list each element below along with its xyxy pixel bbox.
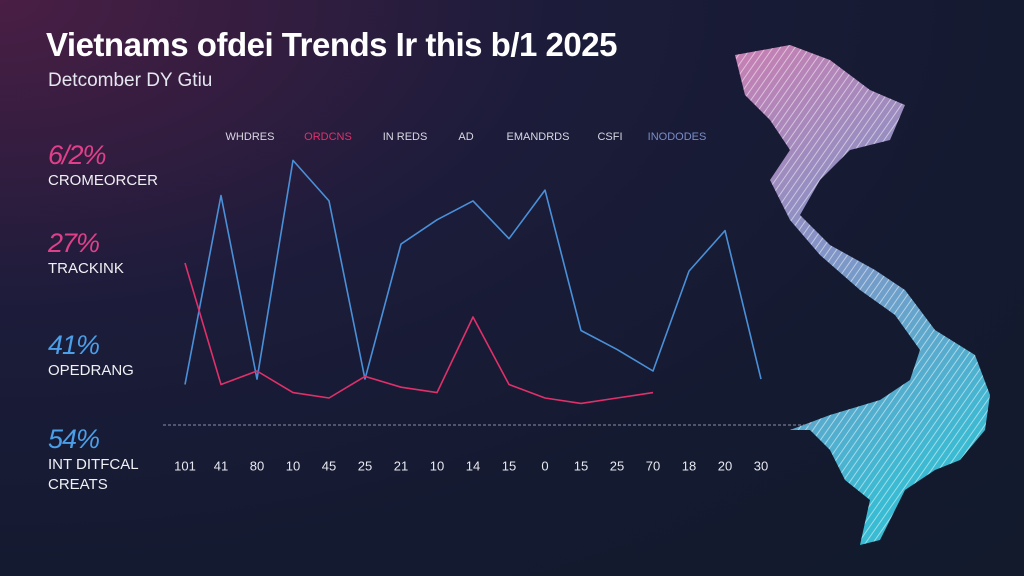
x-tick-label: 70 xyxy=(646,458,660,473)
stat-label: TRACKINK xyxy=(48,260,124,277)
x-tick-label: 15 xyxy=(574,458,588,473)
series-line xyxy=(184,159,762,385)
x-tick-label: 18 xyxy=(682,458,696,473)
x-tick-label: 25 xyxy=(358,458,372,473)
x-tick-label: 21 xyxy=(394,458,408,473)
x-tick-label: 80 xyxy=(250,458,264,473)
legend-label: EMANDRDS xyxy=(507,131,570,143)
x-tick-label: 30 xyxy=(754,458,768,473)
stat-value: 54% xyxy=(48,424,100,454)
stat-value: 41% xyxy=(48,330,100,360)
x-tick-label: 20 xyxy=(718,458,732,473)
x-tick-label: 0 xyxy=(541,458,548,473)
legend-label: CSFI xyxy=(597,131,622,143)
subtitle: Detcomber DY Gtiu xyxy=(48,70,213,91)
stat-label: INT DITFCAL CREATS xyxy=(48,456,139,493)
legend-label: INODODES xyxy=(648,131,707,143)
legend-label: ORDCNS xyxy=(304,131,352,143)
stat: 41% OPEDRANG xyxy=(48,330,168,381)
stat-value: 6/2% xyxy=(48,140,107,170)
stat-label: CROMEORCER xyxy=(48,172,159,189)
legend-label: IN REDS xyxy=(383,131,428,143)
x-tick-label: 101 xyxy=(174,458,196,473)
legend-label: WHDRES xyxy=(226,131,275,143)
map xyxy=(735,45,990,545)
x-tick-label: 10 xyxy=(286,458,300,473)
stat: 6/2% CROMEORCER xyxy=(48,140,168,191)
stat-label: OPEDRANG xyxy=(48,362,134,379)
x-tick-label: 41 xyxy=(214,458,228,473)
legend-label: AD xyxy=(458,131,473,143)
x-tick-label: 45 xyxy=(322,458,336,473)
stat: 27% TRACKINK xyxy=(48,228,168,279)
x-tick-label: 10 xyxy=(430,458,444,473)
series-line xyxy=(185,263,761,403)
title: Vietnams ofdei Trends Ir this b/1 2025 xyxy=(46,26,617,63)
x-tick-label: 14 xyxy=(466,458,480,473)
stat-value: 27% xyxy=(48,228,100,258)
x-tick-label: 25 xyxy=(610,458,624,473)
x-tick-label: 15 xyxy=(502,458,516,473)
stat: 54% INT DITFCAL CREATS xyxy=(48,424,168,495)
